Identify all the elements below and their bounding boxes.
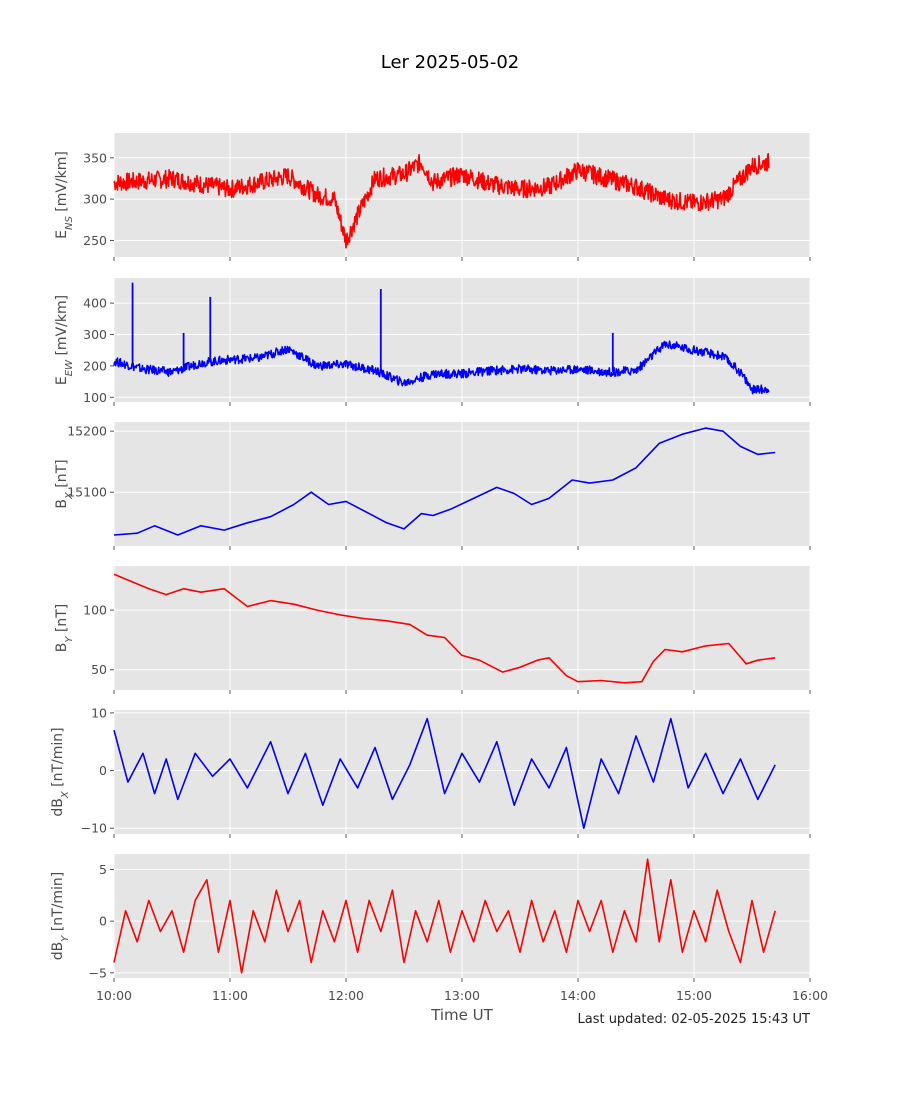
y-axis-label: EEW [mV/km]: [54, 295, 75, 385]
x-tick-label: 10:00: [96, 988, 132, 1003]
y-tick-label: 400: [83, 296, 107, 311]
y-tick-label: −10: [81, 821, 107, 836]
x-tick-label: 11:00: [212, 988, 248, 1003]
y-axis-label: BY [nT]: [54, 604, 75, 653]
series-line: [113, 858, 776, 974]
chart-title: Ler 2025-05-02: [380, 52, 520, 73]
y-axis-label: BX [nT]: [54, 459, 75, 508]
y-tick-label: −5: [89, 965, 107, 980]
y-tick-label: 250: [83, 233, 107, 248]
x-tick-label: 16:00: [792, 988, 828, 1003]
y-axis-label: dBY [nT/min]: [50, 872, 71, 961]
panel-5: −10 0 10 dBX [nT/min]: [50, 705, 811, 838]
x-tick-label: 12:00: [328, 988, 364, 1003]
panel-1: 250 300 350 ENS [mV/km]: [54, 133, 811, 261]
y-tick-label: 5: [99, 862, 107, 877]
panel-6: −5 0 5 dBY [nT/min]: [50, 854, 811, 982]
y-tick-label: 0: [99, 914, 107, 929]
y-tick-label: 15100: [67, 485, 107, 500]
y-tick-label: 350: [83, 150, 107, 165]
y-tick-label: 15200: [67, 424, 107, 439]
x-axis-label: Time UT: [430, 1006, 493, 1024]
panel-3: 15100 15200 BX [nT]: [54, 422, 811, 550]
x-tick-label: 15:00: [676, 988, 712, 1003]
panel-2: 100 200 300 400 EEW [mV/km]: [54, 278, 811, 406]
panel-4: 50 100 BY [nT]: [54, 566, 811, 694]
last-updated-text: Last updated: 02-05-2025 15:43 UT: [577, 1012, 810, 1027]
y-tick-label: 50: [91, 662, 107, 677]
y-axis-label: ENS [mV/km]: [54, 151, 75, 239]
y-tick-label: 10: [91, 705, 107, 720]
y-tick-label: 300: [83, 327, 107, 342]
series-line: [113, 152, 770, 249]
y-tick-label: 100: [83, 390, 107, 405]
y-tick-label: 0: [99, 763, 107, 778]
series-line: [113, 340, 770, 395]
y-axis-label: dBX [nT/min]: [50, 727, 71, 816]
y-tick-label: 100: [83, 603, 107, 618]
x-tick-label: 14:00: [560, 988, 596, 1003]
y-tick-label: 200: [83, 358, 107, 373]
series-line: [113, 427, 776, 536]
series-line: [113, 573, 776, 684]
y-tick-label: 300: [83, 192, 107, 207]
x-tick-label: 13:00: [444, 988, 480, 1003]
series-line: [113, 717, 776, 830]
